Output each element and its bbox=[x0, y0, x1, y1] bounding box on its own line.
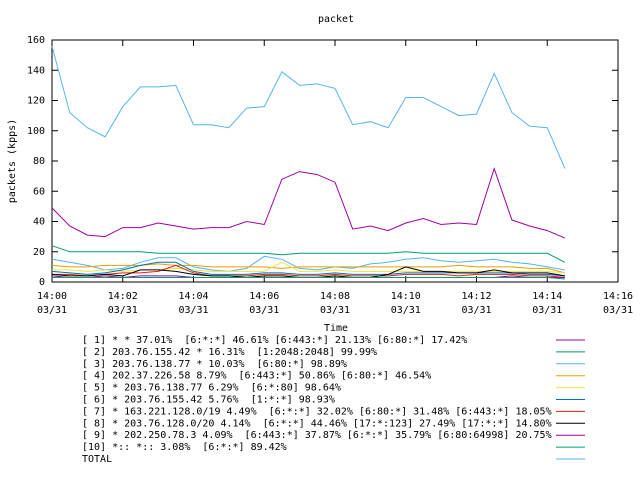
legend-label: [ 1] * * 37.01% [6:*:*] 46.61% [6:443:*]… bbox=[82, 335, 467, 346]
y-tick-label: 120 bbox=[27, 96, 45, 107]
x-tick-label: 14:04 03/31 bbox=[178, 291, 208, 316]
series-line bbox=[51, 245, 566, 263]
x-tick-label: 14:16 03/31 bbox=[603, 291, 633, 316]
x-tick-label: 14:06 03/31 bbox=[249, 291, 279, 316]
y-tick-label: 20 bbox=[33, 247, 45, 258]
y-tick-label: 60 bbox=[33, 186, 45, 197]
y-tick-label: 0 bbox=[39, 277, 45, 288]
series-line bbox=[52, 264, 565, 278]
series-line bbox=[51, 255, 565, 272]
series-line bbox=[51, 45, 566, 169]
legend-label: [ 9] * 202.250.78.3 4.09% [6:443:*] 37.8… bbox=[82, 430, 552, 441]
y-tick-label: 80 bbox=[33, 156, 45, 167]
legend-label: [ 8] * 203.76.128.0/20 4.14% [6:*:*] 44.… bbox=[82, 418, 552, 429]
legend-label: [ 5] * 203.76.138.77 6.29% [6:*:80] 98.6… bbox=[82, 383, 341, 394]
series-line bbox=[51, 167, 566, 239]
y-tick-label: 140 bbox=[27, 65, 45, 76]
y-tick-label: 40 bbox=[33, 217, 45, 228]
x-tick-label: 14:12 03/31 bbox=[461, 291, 491, 316]
series-line bbox=[52, 261, 565, 274]
x-tick-label: 14:14 03/31 bbox=[532, 291, 562, 316]
legend-label: [ 3] 203.76.138.77 * 10.03% [6:80:*] 98.… bbox=[82, 359, 347, 370]
y-tick-label: 100 bbox=[27, 126, 45, 137]
chart-title: packet bbox=[318, 14, 354, 25]
x-tick-label: 14:02 03/31 bbox=[108, 291, 138, 316]
x-axis-label: Time bbox=[324, 323, 348, 334]
legend-label: [ 6] * 203.76.155.42 5.76% [1:*:*] 98.93… bbox=[82, 395, 335, 406]
legend-label: [10] *:: *:: 3.08% [6:*:*] 89.42% bbox=[82, 442, 287, 453]
series-line bbox=[52, 277, 565, 280]
x-tick-label: 14:00 03/31 bbox=[37, 291, 67, 316]
series-line bbox=[51, 263, 566, 274]
legend-label: [ 2] 203.76.155.42 * 16.31% [1:2048:2048… bbox=[82, 347, 377, 358]
y-tick-label: 160 bbox=[27, 35, 45, 46]
x-tick-label: 14:08 03/31 bbox=[320, 291, 350, 316]
legend-label: [ 7] * 163.221.128.0/19 4.49% [6:*:*] 32… bbox=[82, 406, 552, 417]
y-axis-label: packets (kpps) bbox=[7, 119, 18, 203]
legend-label: TOTAL bbox=[82, 454, 112, 465]
plot-frame bbox=[51, 39, 619, 283]
x-tick-label: 14:10 03/31 bbox=[391, 291, 421, 316]
legend-label: [ 4] 202.37.226.58 8.79% [6:443:*] 50.86… bbox=[82, 371, 431, 382]
